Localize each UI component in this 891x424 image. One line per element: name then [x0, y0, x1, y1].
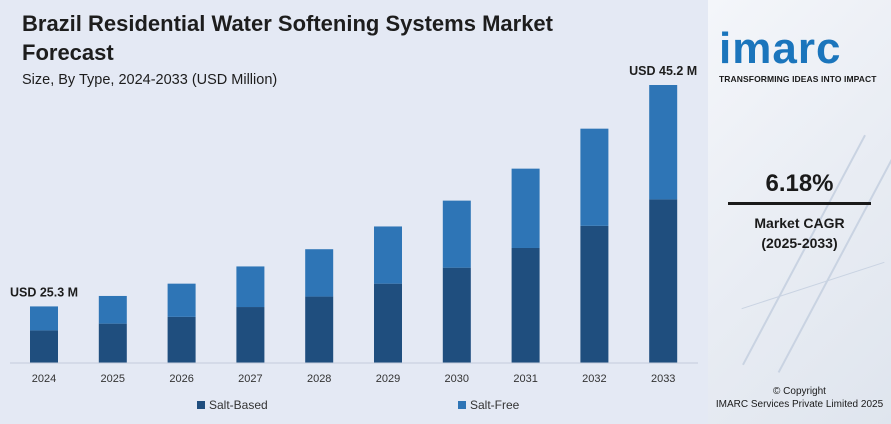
- bar-salt-based-2027: [236, 307, 265, 363]
- copyright-notice: © Copyright IMARC Services Private Limit…: [708, 385, 891, 411]
- copyright-line2: IMARC Services Private Limited 2025: [715, 399, 884, 410]
- bar-salt-free-2030: [442, 200, 471, 268]
- x-tick-label-2026: 2026: [169, 373, 193, 385]
- cagr-label: Market CAGR (2025-2033): [708, 213, 891, 253]
- legend-label-salt-based: Salt-Based: [209, 398, 268, 412]
- start-value-label: USD 25.3 M: [10, 285, 78, 299]
- salt-free-swatch: [458, 401, 466, 409]
- x-tick-label-2024: 2024: [32, 373, 56, 385]
- x-tick-labels: 2024 2025 2026 2027 2028 2029 2030 2031 2032 2033: [32, 373, 676, 385]
- logo-tagline: TRANSFORMING IDEAS INTO IMPACT: [719, 74, 877, 84]
- end-value-label: USD 45.2 M: [629, 64, 697, 78]
- x-tick-label-2027: 2027: [238, 373, 262, 385]
- bar-salt-free-2025: [98, 295, 127, 324]
- x-tick-label-2030: 2030: [445, 373, 469, 385]
- x-tick-label-2025: 2025: [101, 373, 125, 385]
- bar-salt-free-2024: [30, 306, 58, 331]
- bar-salt-based-2032: [580, 225, 609, 363]
- x-tick-label-2032: 2032: [582, 373, 606, 385]
- legend-label-salt-free: Salt-Free: [470, 398, 520, 412]
- x-tick-label-2031: 2031: [513, 373, 537, 385]
- chart-panel: Brazil Residential Water Softening Syste…: [0, 0, 708, 424]
- chart-subtitle: Size, By Type, 2024-2033 (USD Million): [22, 72, 278, 88]
- x-tick-label-2028: 2028: [307, 373, 331, 385]
- x-tick-label-2029: 2029: [376, 373, 400, 385]
- copyright-line1: © Copyright: [773, 386, 826, 397]
- bar-salt-free-2028: [305, 249, 334, 297]
- bar-salt-free-2029: [374, 226, 402, 284]
- x-tick-label-2033: 2033: [651, 373, 675, 385]
- bar-salt-based-2024: [30, 330, 58, 363]
- bar-salt-based-2025: [98, 323, 127, 363]
- bar-salt-based-2026: [167, 316, 196, 363]
- chart-title: Brazil Residential Water Softening Syste…: [22, 11, 553, 65]
- bars-group: [30, 85, 678, 363]
- bar-chart: 2024 2025 2026 2027 2028 2029 2030 2031 2032 2033…: [10, 64, 698, 385]
- bar-salt-based-2033: [649, 199, 678, 363]
- side-panel: imarc TRANSFORMING IDEAS INTO IMPACT 6.1…: [708, 0, 891, 424]
- bar-salt-based-2030: [442, 267, 471, 363]
- cagr-value: 6.18%: [765, 170, 834, 197]
- cagr-label-line2: (2025-2033): [761, 235, 838, 251]
- legend-item-salt-based: Salt-Based: [197, 398, 268, 412]
- bar-salt-free-2031: [511, 168, 540, 248]
- bar-salt-free-2033: [649, 85, 678, 200]
- bar-salt-free-2027: [236, 266, 265, 308]
- bar-salt-free-2032: [580, 128, 609, 226]
- logo-wordmark: imarc: [719, 24, 842, 73]
- bar-salt-based-2031: [511, 247, 540, 363]
- salt-based-swatch: [197, 401, 205, 409]
- bar-salt-based-2029: [374, 283, 402, 363]
- bar-salt-free-2026: [167, 283, 196, 317]
- brand-logo: imarc TRANSFORMING IDEAS INTO IMPACT: [719, 24, 889, 85]
- cagr-label-line1: Market CAGR: [754, 215, 845, 231]
- decor-line: [741, 261, 885, 310]
- cagr-divider: [728, 202, 871, 205]
- bar-salt-based-2028: [305, 296, 334, 363]
- legend-item-salt-free: Salt-Free: [458, 398, 519, 412]
